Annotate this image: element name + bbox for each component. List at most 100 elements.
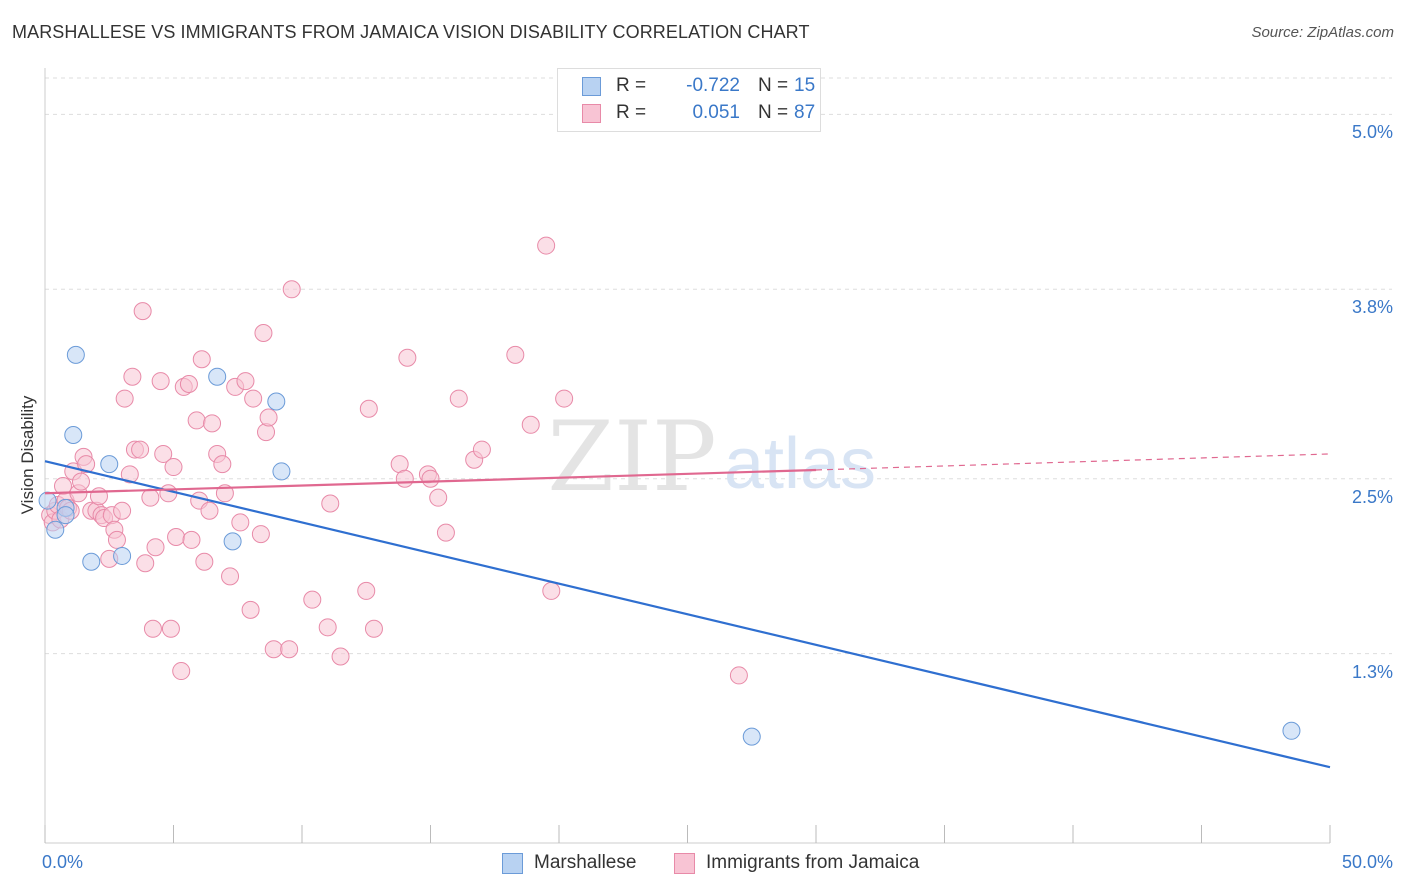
jamaica-point bbox=[123, 367, 142, 386]
y-tick-label-1: 2.5% bbox=[1351, 486, 1393, 507]
trend-lines bbox=[44, 453, 1331, 769]
jamaica-point bbox=[236, 372, 255, 391]
jamaica-point bbox=[472, 440, 491, 459]
jamaica-point bbox=[364, 619, 383, 638]
jamaica-trend-line bbox=[44, 468, 817, 495]
marshallese-point bbox=[223, 532, 242, 551]
jamaica-point bbox=[231, 513, 250, 532]
jamaica-point bbox=[254, 324, 273, 342]
jamaica-point bbox=[213, 455, 232, 474]
jamaica-point bbox=[729, 666, 748, 685]
jamaica-point bbox=[164, 458, 183, 477]
marshallese-point bbox=[66, 345, 85, 364]
jamaica-point bbox=[542, 581, 561, 600]
jamaica-point bbox=[143, 619, 162, 638]
marshallese-point bbox=[208, 367, 227, 386]
jamaica-point bbox=[141, 488, 160, 507]
jamaica-point bbox=[280, 640, 299, 659]
jamaica-point bbox=[136, 554, 155, 573]
jamaica-legend-swatch bbox=[674, 853, 695, 874]
jamaica-point bbox=[259, 408, 278, 427]
marshallese-point bbox=[113, 546, 132, 565]
y-tick-label-0: 1.3% bbox=[1351, 661, 1393, 682]
marshallese-legend-swatch bbox=[502, 853, 523, 874]
legend-label: Immigrants from Jamaica bbox=[706, 852, 920, 873]
jamaica-point bbox=[77, 455, 96, 474]
marshallese-point bbox=[38, 491, 57, 510]
jamaica-trend-extension bbox=[815, 453, 1331, 471]
jamaica-point bbox=[161, 619, 180, 638]
jamaica-point bbox=[133, 302, 152, 321]
jamaica-point bbox=[398, 348, 417, 367]
jamaica-point bbox=[264, 640, 283, 659]
jamaica-point bbox=[192, 350, 211, 369]
r-value: -0.722 bbox=[686, 75, 740, 96]
y-tick-label-3: 5.0% bbox=[1351, 122, 1393, 143]
jamaica-point bbox=[282, 280, 301, 299]
jamaica-point bbox=[331, 647, 350, 666]
jamaica-point bbox=[421, 469, 440, 488]
jamaica-point bbox=[357, 581, 376, 600]
jamaica-point bbox=[537, 236, 556, 255]
jamaica-point bbox=[154, 444, 173, 463]
y-tick-label-2: 3.8% bbox=[1351, 297, 1393, 318]
n-value: 87 bbox=[794, 102, 816, 123]
x-tick-label-min: 0.0% bbox=[42, 852, 84, 872]
jamaica-point bbox=[151, 372, 170, 391]
jamaica-point bbox=[146, 538, 165, 557]
jamaica-point bbox=[200, 501, 219, 520]
jamaica-point bbox=[172, 662, 191, 681]
jamaica-point bbox=[159, 484, 178, 503]
marshallese-point bbox=[64, 426, 83, 444]
marshallese-point bbox=[267, 392, 286, 411]
source-label: Source: ZipAtlas.com bbox=[1251, 24, 1394, 41]
jamaica-point bbox=[167, 528, 186, 546]
watermark-zip: ZIP bbox=[547, 401, 716, 513]
jamaica-swatch bbox=[582, 104, 601, 123]
marshallese-point bbox=[1282, 721, 1301, 740]
jamaica-point bbox=[555, 389, 574, 408]
legend-label: Marshallese bbox=[534, 852, 637, 873]
marshallese-point bbox=[742, 727, 761, 746]
marshallese-trend-line bbox=[44, 460, 1331, 769]
chart-title: MARSHALLESE VS IMMIGRANTS FROM JAMAICA V… bbox=[12, 22, 810, 42]
x-tick-label-max: 50.0% bbox=[1341, 852, 1393, 872]
jamaica-point bbox=[195, 552, 214, 571]
jamaica-point bbox=[321, 494, 340, 513]
marshallese-swatch bbox=[582, 77, 601, 96]
n-label: N = bbox=[758, 102, 789, 123]
jamaica-point bbox=[107, 530, 126, 549]
jamaica-point bbox=[303, 590, 322, 609]
n-label: N = bbox=[758, 75, 789, 96]
jamaica-point bbox=[131, 440, 150, 459]
jamaica-point bbox=[359, 399, 378, 418]
jamaica-point bbox=[395, 469, 414, 488]
jamaica-point bbox=[71, 472, 90, 491]
jamaica-point bbox=[115, 389, 134, 408]
marshallese-point bbox=[272, 462, 291, 481]
jamaica-point bbox=[251, 525, 270, 544]
jamaica-point bbox=[187, 411, 206, 430]
r-value: 0.051 bbox=[692, 102, 740, 123]
marshallese-point bbox=[82, 552, 101, 571]
jamaica-point bbox=[221, 567, 240, 586]
jamaica-point bbox=[203, 414, 222, 433]
correlation-legend: R = -0.722 N = 15 R = 0.051 N = 87 bbox=[557, 68, 821, 132]
jamaica-point bbox=[241, 600, 260, 619]
watermark: ZIP atlas bbox=[547, 401, 876, 513]
jamaica-point bbox=[182, 530, 201, 549]
marshallese-point bbox=[100, 455, 119, 474]
watermark-atlas: atlas bbox=[724, 424, 876, 504]
jamaica-point bbox=[89, 487, 108, 506]
jamaica-point bbox=[506, 345, 525, 364]
jamaica-point bbox=[244, 389, 263, 408]
axes bbox=[44, 68, 1331, 844]
n-value: 15 bbox=[794, 75, 816, 96]
jamaica-point bbox=[436, 523, 455, 542]
jamaica-point bbox=[429, 488, 448, 507]
jamaica-point bbox=[120, 465, 139, 484]
jamaica-point bbox=[179, 375, 198, 393]
jamaica-point bbox=[113, 501, 132, 520]
marshallese-point bbox=[46, 520, 65, 539]
